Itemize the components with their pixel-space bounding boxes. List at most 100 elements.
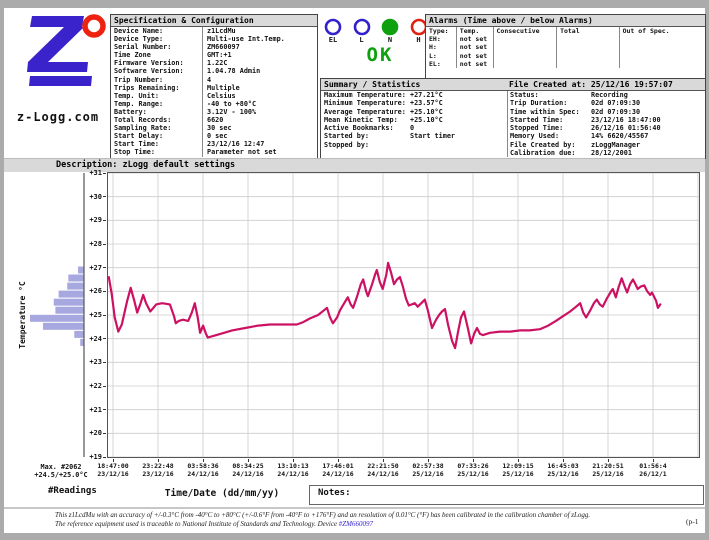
file-created-label: File Created at: 25/12/16 19:57:07	[509, 80, 673, 89]
x-tick: 22:21:50 24/12/16	[356, 459, 410, 478]
spec-row: Trip Number: 4	[111, 75, 317, 84]
alarms-column: Total	[556, 27, 619, 68]
histogram-max-label: Max. #2062 +24.5/+25.0°C	[34, 463, 88, 479]
summary-row: Status: Recording	[510, 91, 628, 99]
summary-row: Stopped by:	[324, 140, 370, 149]
x-tick: 08:34:25 24/12/16	[221, 459, 275, 478]
summary-row: Mean Kinetic Temp: +25.10°C	[324, 115, 443, 124]
summary-panel: Summary / Statistics File Created at: 25…	[320, 78, 706, 159]
y-tick: +31	[81, 169, 106, 177]
description-bar: Description: zLogg default settings	[4, 158, 705, 172]
summary-row: Active Bookmarks: 0	[324, 124, 415, 133]
x-tick: 12:09:15 25/12/16	[491, 459, 545, 478]
indicator-label: EL	[328, 36, 338, 44]
summary-row: Maximum Temperature: +27.21°C	[324, 91, 443, 99]
alarms-column: Temp. not set not set not set not set	[455, 27, 493, 68]
spec-row: Trips Remaining: Multiple	[111, 83, 317, 92]
specification-title: Specification & Configuration	[111, 15, 317, 27]
logo-text: z-Logg.com	[16, 110, 100, 124]
x-tick: 18:47:00 23/12/16	[86, 459, 140, 478]
y-tick: +23	[81, 358, 106, 366]
specification-panel: Specification & Configuration Device Nam…	[110, 14, 318, 159]
y-tick: +29	[81, 216, 106, 224]
x-tick: 07:33:26 25/12/16	[446, 459, 500, 478]
notes-field[interactable]: Notes:	[309, 485, 704, 505]
spec-row: Device Type: Multi-use Int.Temp.	[111, 35, 317, 44]
summary-row: Calibration due: 28/12/2001	[510, 149, 632, 158]
status-ok-label: OK	[366, 44, 394, 66]
x-tick: 16:45:03 25/12/16	[536, 459, 590, 478]
summary-row: Started Time: 23/12/16 18:47:00	[510, 115, 661, 124]
x-tick: 01:56:4 26/12/1	[626, 459, 680, 478]
indicator-label: H	[416, 36, 421, 44]
indicator-label: L	[359, 36, 364, 44]
spec-row: Start Time: 23/12/16 12:47	[111, 140, 317, 149]
spec-row: Sampling Rate: 30 sec	[111, 124, 317, 133]
alarms-column: Out of Spec.	[618, 27, 705, 68]
spec-row: Device Name: z1LcdMu	[111, 27, 317, 36]
spec-row: Battery: 3.12V - 100%	[111, 107, 317, 117]
zlogg-logo-icon	[8, 10, 108, 120]
spec-row: Temp. Range: -40 to +80°C	[111, 99, 317, 108]
x-tick: 21:20:51 25/12/16	[581, 459, 635, 478]
specification-rows: Device Name: z1LcdMu Device Type: Multi-use…	[111, 27, 317, 157]
y-tick: +26	[81, 287, 106, 295]
x-tick: 23:22:48 23/12/16	[131, 459, 185, 478]
x-tick: 02:57:38 25/12/16	[401, 459, 455, 478]
summary-statistics: Maximum Temperature: +27.21°C Minimum Temp…	[321, 91, 508, 157]
device-serial-link[interactable]: #ZM660097	[338, 519, 374, 528]
y-tick: +22	[81, 382, 106, 390]
summary-row: Average Temperature: +25.10°C	[324, 107, 443, 116]
alarm-indicator-n: N	[375, 17, 405, 44]
spec-row: Time Zone GMT:+1	[111, 51, 317, 60]
readings-axis-label: #Readings	[48, 486, 97, 496]
x-tick: 13:10:13 24/12/16	[266, 459, 320, 478]
alarms-table: Type: EH: H: L: EL: Temp. not set not set not se…	[426, 27, 705, 68]
summary-row: Stopped Time: 26/12/16 01:56:40	[510, 124, 661, 133]
indicator-label: N	[387, 36, 393, 44]
calibration-footnote: This z1LcdMu with an accuracy of +/-0.3°…	[55, 511, 703, 528]
y-tick: +25	[81, 311, 106, 319]
summary-row: Time within Spec: 02d 07:09:30	[510, 107, 641, 116]
alarm-indicator-el: EL	[318, 17, 348, 44]
summary-title: Summary / Statistics	[324, 80, 421, 89]
spec-row: Firmware Version: 1.22C	[111, 59, 317, 68]
footer-divider	[4, 507, 705, 509]
spec-row: Serial Number: ZM660097	[111, 43, 317, 52]
spec-row: Start Delay: 0 sec	[111, 132, 317, 141]
summary-row: Memory Used: 14% 6620/45567	[510, 132, 649, 141]
summary-row: Started by: Start timer	[324, 132, 456, 141]
footnote-line1: This z1LcdMu with an accuracy of +/-0.3°…	[55, 511, 591, 519]
y-tick: +28	[81, 240, 106, 248]
readings-histogram	[30, 173, 85, 457]
spec-row: Temp. Unit: Celsius	[111, 91, 317, 100]
alarms-column: Consecutive	[492, 27, 557, 68]
y-tick: +19	[81, 453, 106, 461]
alarm-indicator-l: L	[347, 17, 377, 44]
alarms-title: Alarms (Time above / below Alarms)	[426, 15, 705, 27]
y-tick: +24	[81, 335, 106, 343]
spec-row: Total Records: 6620	[111, 116, 317, 125]
notes-label: Notes:	[318, 488, 351, 498]
x-tick: 17:46:01 24/12/16	[311, 459, 365, 478]
y-tick: +21	[81, 406, 106, 414]
summary-row: File Created by: zLoggManager	[510, 140, 641, 149]
alarms-panel: Alarms (Time above / below Alarms) Type:…	[425, 14, 706, 79]
spec-row: Software Version: 1.04.78 Admin	[111, 67, 317, 76]
summary-title-row: Summary / Statistics File Created at: 25…	[321, 79, 705, 91]
alarms-column: Type: EH: H: L: EL:	[429, 27, 449, 68]
page-marker: (p-1	[686, 517, 699, 526]
y-tick: +20	[81, 429, 106, 437]
x-axis-title: Time/Date (dd/mm/yy)	[164, 488, 280, 499]
x-tick: 03:58:36 24/12/16	[176, 459, 230, 478]
y-tick: +27	[81, 264, 106, 272]
spec-row: Stop Time: Parameter not set	[111, 148, 317, 157]
temperature-chart	[107, 172, 700, 458]
description-text: Description: zLogg default settings	[56, 160, 236, 170]
file-info: Status: Recording Trip Duration: 02d 07:09:…	[508, 91, 705, 157]
footnote-line2: The reference equipment used is traceabl…	[55, 519, 374, 528]
summary-row: Trip Duration: 02d 07:09:30	[510, 99, 641, 108]
y-tick: +30	[81, 193, 106, 201]
summary-row: Minimum Temperature: +23.57°C	[324, 99, 443, 108]
